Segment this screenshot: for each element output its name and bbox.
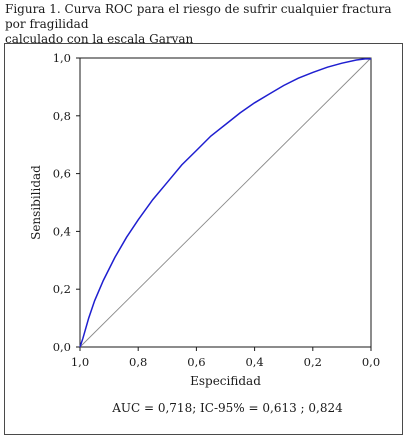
x-axis-label: Especifidad — [190, 374, 261, 388]
x-tick-label: 1,0 — [71, 355, 89, 369]
x-axis-ticks: 1,0 0,8 0,6 0,4 0,2 0,0 — [71, 347, 380, 369]
y-tick-label: 0,4 — [53, 224, 71, 238]
y-tick-label: 0,6 — [53, 167, 71, 181]
x-tick-label: 0,6 — [187, 355, 205, 369]
x-tick-label: 0,0 — [362, 355, 380, 369]
y-tick-label: 0,0 — [53, 340, 71, 354]
figure-caption: Figura 1. Curva ROC para el riesgo de su… — [5, 2, 405, 47]
x-tick-label: 0,4 — [245, 355, 263, 369]
y-tick-label: 1,0 — [53, 51, 71, 65]
figure-frame — [4, 43, 403, 435]
caption-line-2: calculado con la escala Garvan — [5, 32, 194, 46]
y-axis-ticks: 0,0 0,2 0,4 0,6 0,8 1,0 — [53, 51, 80, 354]
auc-annotation: AUC = 0,718; IC-95% = 0,613 ; 0,824 — [111, 401, 343, 415]
y-axis-label: Sensibilidad — [29, 165, 43, 240]
y-tick-label: 0,8 — [53, 109, 71, 123]
x-tick-label: 0,2 — [304, 355, 322, 369]
roc-curve — [79, 58, 371, 348]
caption-line-1: Figura 1. Curva ROC para el riesgo de su… — [5, 2, 392, 31]
y-tick-label: 0,2 — [53, 282, 71, 296]
reference-line — [79, 57, 372, 348]
x-tick-label: 0,8 — [129, 355, 147, 369]
plot-area — [79, 57, 372, 348]
